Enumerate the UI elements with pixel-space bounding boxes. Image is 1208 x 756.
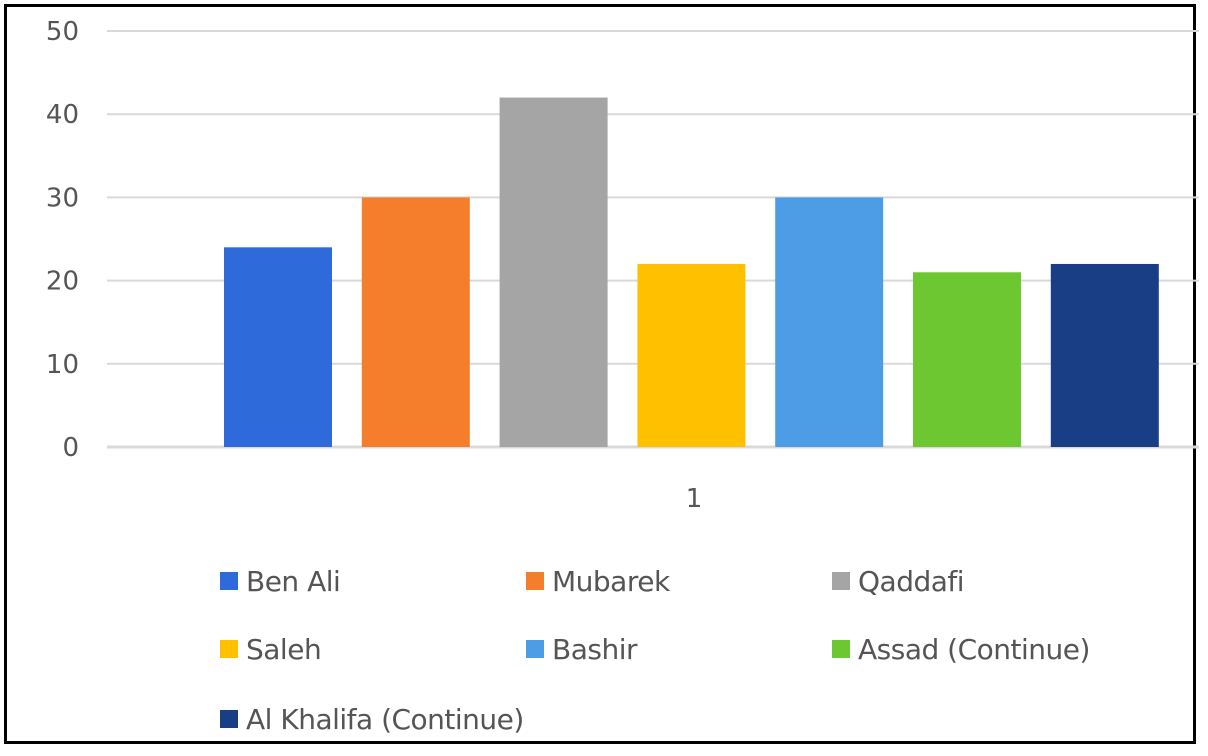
bar-chart: 0 10 20 30 40 50 1 [46, 17, 1199, 514]
y-tick-label: 20 [46, 267, 79, 297]
y-tick-label: 0 [62, 433, 79, 463]
y-tick-label: 30 [46, 183, 79, 213]
y-axis-ticks: 0 10 20 30 40 50 [46, 17, 79, 463]
bar-mubarek [361, 197, 470, 447]
bar-assad-continue [913, 272, 1021, 447]
bar-ben-ali [224, 247, 332, 447]
bar-saleh [637, 263, 746, 447]
y-tick-label: 50 [46, 17, 79, 47]
bar-bashir [775, 197, 884, 447]
bars [224, 97, 1159, 447]
bar-al-khalifa-continue [1050, 263, 1159, 447]
x-axis-ticks: 1 [686, 484, 703, 514]
x-tick-label: 1 [686, 484, 703, 514]
bar-qaddafi [499, 97, 608, 447]
y-tick-label: 40 [46, 100, 79, 130]
chart-frame: 0 10 20 30 40 50 1 Ben Ali Mubarek Qaddafi Saleh… [4, 4, 1199, 744]
y-tick-label: 10 [46, 350, 79, 380]
